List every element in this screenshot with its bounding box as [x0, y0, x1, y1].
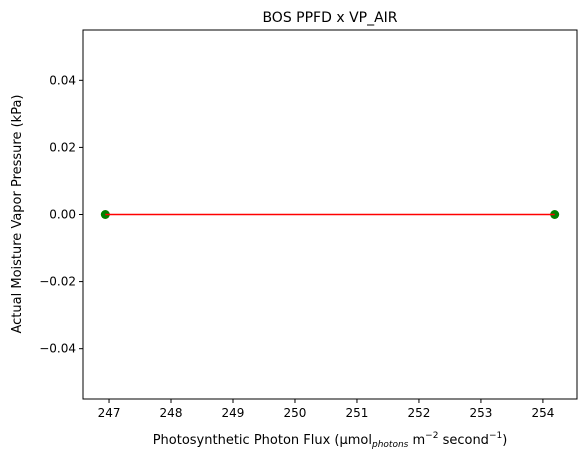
x-tick-label: 250: [284, 406, 307, 420]
x-axis-label: Photosynthetic Photon Flux (μmolphotons …: [153, 431, 508, 450]
y-axis: 0.04 0.02 0.00 −0.02 −0.04: [39, 73, 83, 356]
x-tick-label: 251: [346, 406, 369, 420]
x-tick-label: 249: [222, 406, 245, 420]
chart-title: BOS PPFD x VP_AIR: [262, 10, 397, 26]
data-marks: [100, 210, 560, 219]
x-axis: 247 248 249 250 251 252 253 254: [98, 399, 554, 420]
y-tick-label: −0.02: [39, 275, 76, 289]
x-tick-label: 254: [531, 406, 554, 420]
y-axis-label: Actual Moisture Vapor Pressure (kPa): [10, 94, 25, 333]
y-tick-label: 0.00: [49, 208, 76, 222]
y-tick-label: 0.04: [49, 73, 76, 87]
x-tick-label: 253: [469, 406, 492, 420]
y-tick-label: −0.04: [39, 342, 76, 356]
y-tick-label: 0.02: [49, 140, 76, 154]
x-tick-label: 248: [160, 406, 183, 420]
x-tick-label: 252: [407, 406, 430, 420]
x-tick-label: 247: [98, 406, 121, 420]
